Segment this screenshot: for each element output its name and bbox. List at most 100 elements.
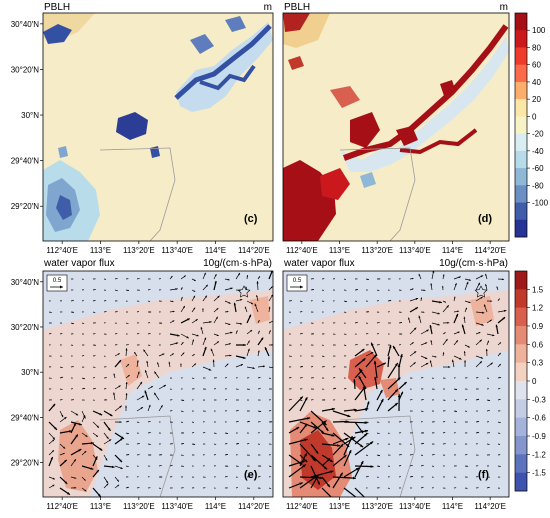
colorbar-flux-swatch bbox=[515, 381, 527, 400]
panel-c-x-tick-label: 113°E bbox=[90, 246, 111, 255]
panel-e-vector bbox=[269, 378, 271, 379]
panel-e-reference-label: 0.5 bbox=[53, 278, 62, 284]
panel-c-x-tick-label: 113°20′E bbox=[123, 246, 155, 255]
panel-d-unit: m bbox=[500, 2, 508, 13]
colorbar-flux-tick-label: 0.9 bbox=[532, 322, 544, 331]
panel-f-vector-head bbox=[358, 498, 361, 501]
panel-f-x-tick-label: 114°20′E bbox=[474, 502, 506, 511]
panel-f-vector bbox=[333, 377, 335, 378]
panel-d-title: PBLH bbox=[284, 2, 310, 13]
colorbar-pblh-tick-label: 100 bbox=[532, 26, 546, 35]
panel-f-vector bbox=[344, 345, 346, 346]
colorbar-flux-swatch bbox=[515, 418, 527, 437]
panel-e-vector bbox=[148, 345, 150, 346]
colorbar-pblh-swatch bbox=[515, 30, 527, 48]
panel-e-x-tick-label: 113°40′E bbox=[161, 502, 193, 511]
panel-e-vector bbox=[159, 278, 161, 279]
panel-e-y-tick-label: 30°20′N bbox=[11, 323, 39, 332]
panel-f-vector bbox=[366, 455, 368, 456]
colorbar-pblh-tick-label: -80 bbox=[532, 181, 544, 190]
colorbar-pblh-tick-label: -100 bbox=[532, 199, 549, 208]
panel-f-x-tick-label: 112°40′E bbox=[286, 502, 318, 511]
panel-f-vector-head bbox=[332, 498, 335, 501]
colorbar-flux-tick-label: 0.6 bbox=[532, 340, 544, 349]
panel-c-y-tick-label: 30°40′N bbox=[11, 20, 39, 29]
colorbar-pblh-swatch bbox=[515, 203, 527, 221]
colorbar-flux-swatch bbox=[515, 363, 527, 382]
colorbar-pblh-tick-label: -40 bbox=[532, 147, 544, 156]
panel-d-x-tick-label: 112°40′E bbox=[286, 246, 318, 255]
panel-c-x-ticks: 112°40′E 113°E 113°20′E 113°40′E 114°E 114°20… bbox=[46, 241, 269, 255]
colorbar-flux-swatch bbox=[515, 454, 527, 473]
panel-e-y-tick-label: 30°N bbox=[21, 368, 39, 377]
colorbar-pblh-swatch bbox=[515, 134, 527, 152]
panel-e-x-tick-label: 114°E bbox=[205, 502, 226, 511]
panel-f-label: (f) bbox=[478, 469, 489, 481]
panel-e-y-tick-label: 29°40′N bbox=[11, 413, 39, 422]
colorbar-pblh-swatch bbox=[515, 168, 527, 186]
colorbar-pblh-swatch bbox=[515, 47, 527, 65]
panel-c-y-tick-label: 30°N bbox=[21, 111, 39, 120]
panel-f-x-tick-label: 113°40′E bbox=[399, 502, 431, 511]
colorbar-pblh-tick-label: -20 bbox=[532, 130, 544, 139]
panel-f-x-tick-label: 114°E bbox=[442, 502, 463, 511]
colorbar-pblh-tick-label: 60 bbox=[532, 61, 541, 70]
panel-d-x-tick-label: 113°E bbox=[329, 246, 350, 255]
panel-e-x-tick-label: 112°40′E bbox=[46, 502, 78, 511]
panel-e-y-tick-label: 30°40′N bbox=[11, 278, 39, 287]
colorbar-pblh-tick-label: 80 bbox=[532, 43, 541, 52]
colorbar-water-vapor-flux: 1.51.20.90.60.30-0.3-0.6-0.9-1.2-1.5 bbox=[515, 271, 546, 491]
panel-f-unit: 10g/(cm·s·hPa) bbox=[439, 258, 508, 269]
panel-c-unit: m bbox=[264, 2, 272, 13]
panel-e-title: water vapor flux bbox=[43, 258, 115, 269]
panel-d-label: (d) bbox=[478, 213, 492, 225]
panel-e-vector-head bbox=[274, 319, 277, 321]
colorbar-flux-swatch bbox=[515, 289, 527, 308]
panel-e-unit: 10g/(cm·s·hPa) bbox=[203, 258, 272, 269]
panel-e-x-tick-label: 113°E bbox=[90, 502, 111, 511]
panel-c-title: PBLH bbox=[44, 2, 70, 13]
colorbar-pblh-swatch bbox=[515, 185, 527, 203]
colorbar-flux-swatch bbox=[515, 308, 527, 327]
colorbar-flux-swatch bbox=[515, 473, 527, 492]
colorbar-flux-tick-label: 1.2 bbox=[532, 304, 544, 313]
panel-c-x-tick-label: 112°40′E bbox=[46, 246, 78, 255]
panel-f: 0.5 water vapor flux 10g/(cm·s·hPa) (f) … bbox=[283, 258, 509, 511]
colorbar-pblh-swatch bbox=[515, 220, 527, 238]
panel-c-y-tick-label: 30°20′N bbox=[11, 65, 39, 74]
colorbar-pblh-swatch bbox=[515, 99, 527, 117]
colorbar-pblh-swatch bbox=[515, 116, 527, 134]
colorbar-flux-tick-label: 0 bbox=[532, 377, 537, 386]
colorbar-pblh-swatch bbox=[515, 151, 527, 169]
panel-f-vector bbox=[421, 377, 423, 378]
panel-c-y-tick-label: 29°20′N bbox=[11, 202, 39, 211]
panel-f-vector bbox=[377, 333, 379, 334]
colorbar-pblh-tick-label: -60 bbox=[532, 164, 544, 173]
panel-c-x-tick-label: 113°40′E bbox=[161, 246, 193, 255]
panel-e-label: (e) bbox=[244, 469, 258, 481]
colorbar-pblh-tick-label: 0 bbox=[532, 112, 537, 121]
panel-c-y-tick-label: 29°40′N bbox=[11, 157, 39, 166]
panel-c-y-ticks: 30°40′N 30°20′N 30°N 29°40′N 29°20′N bbox=[11, 20, 43, 211]
panel-e-vector bbox=[214, 454, 216, 455]
panel-c-label: (c) bbox=[244, 213, 258, 225]
panel-e-y-tick-label: 29°20′N bbox=[11, 459, 39, 468]
panel-f-reference-label: 0.5 bbox=[293, 278, 302, 284]
panel-c-x-tick-label: 114°E bbox=[205, 246, 226, 255]
colorbar-flux-tick-label: -0.3 bbox=[532, 395, 546, 404]
panel-c-x-tick-label: 114°20′E bbox=[238, 246, 270, 255]
panel-e-x-tick-label: 113°20′E bbox=[123, 502, 155, 511]
panel-d-x-tick-label: 114°20′E bbox=[474, 246, 506, 255]
colorbar-pblh-swatch bbox=[515, 13, 527, 31]
colorbar-pblh-tick-label: 40 bbox=[532, 78, 541, 87]
panel-e: 0.5 water vapor flux 10g/(cm·s·hPa) (e) … bbox=[11, 258, 277, 511]
colorbar-flux-swatch bbox=[515, 271, 527, 290]
colorbar-pblh-swatch bbox=[515, 65, 527, 83]
panel-e-y-ticks: 30°40′N 30°20′N 30°N 29°40′N 29°20′N bbox=[11, 278, 43, 468]
